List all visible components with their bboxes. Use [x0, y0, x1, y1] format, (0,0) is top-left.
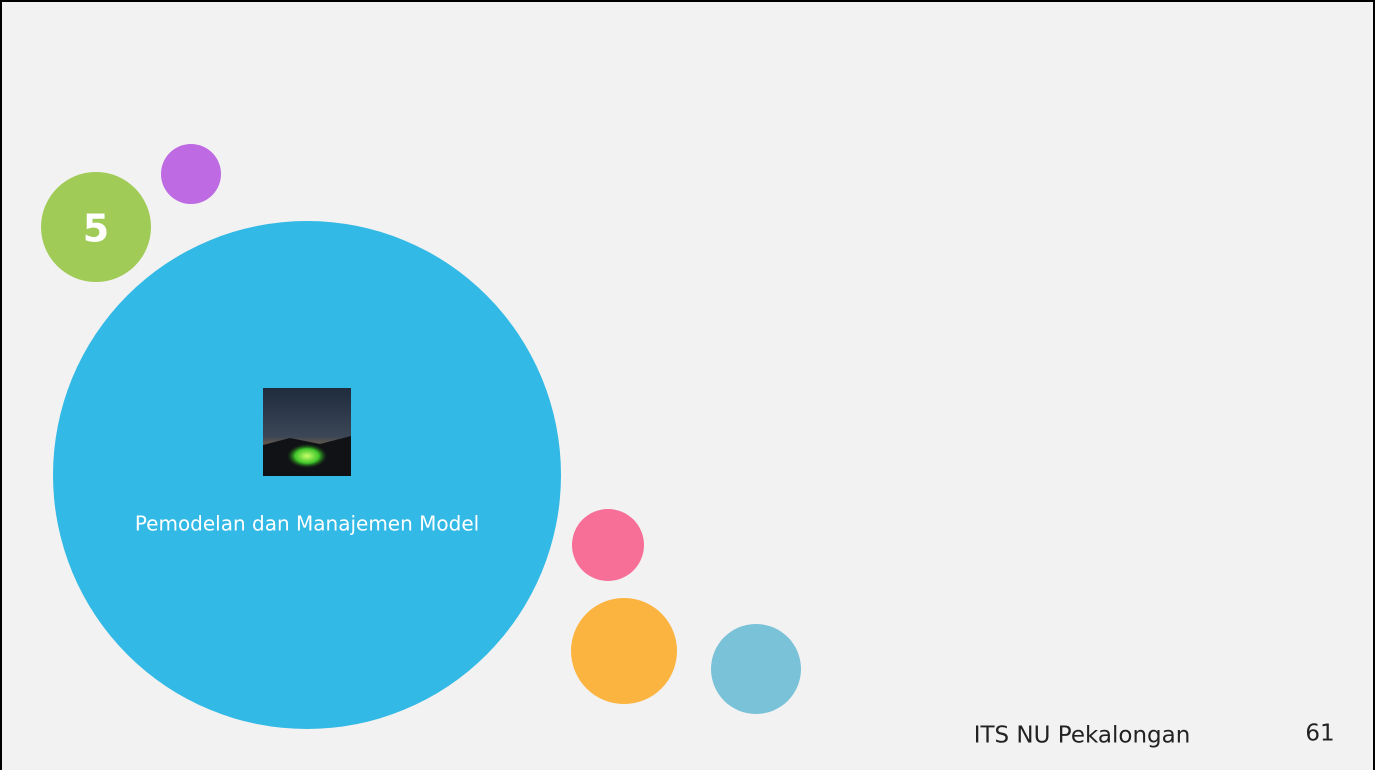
section-number: 5: [83, 207, 109, 251]
footer-text: ITS NU Pekalongan: [974, 723, 1191, 749]
decor-circle: [711, 624, 801, 714]
decor-circle: [571, 598, 677, 704]
decor-circle: [572, 509, 644, 581]
page-number: 61: [1305, 721, 1334, 747]
page: 5 Pemodelan dan Manajemen Model ITS NU P…: [0, 0, 1376, 770]
slide-title: Pemodelan dan Manajemen Model: [135, 512, 479, 536]
decor-circle: [161, 144, 221, 204]
title-image: [263, 388, 351, 476]
slide: 5 Pemodelan dan Manajemen Model ITS NU P…: [0, 0, 1376, 770]
